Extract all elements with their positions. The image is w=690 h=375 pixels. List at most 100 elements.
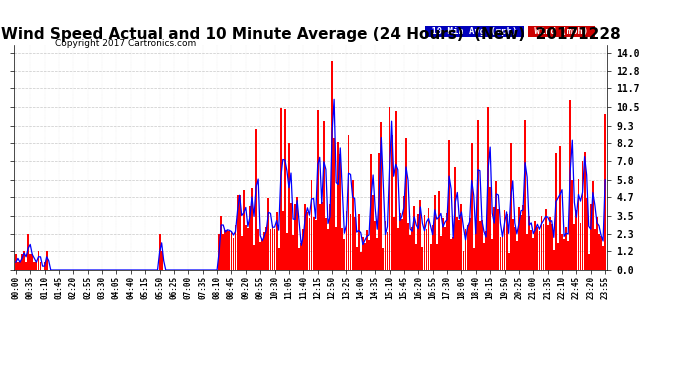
Bar xyxy=(462,251,464,270)
Bar xyxy=(257,229,259,270)
Bar xyxy=(506,214,508,270)
Bar xyxy=(428,208,429,270)
Bar xyxy=(529,216,530,270)
Bar xyxy=(333,138,335,270)
Bar xyxy=(567,241,569,270)
Bar xyxy=(565,227,567,270)
Bar xyxy=(346,211,347,270)
Bar xyxy=(430,244,431,270)
Bar xyxy=(399,213,401,270)
Bar xyxy=(374,220,376,270)
Bar xyxy=(337,142,339,270)
Bar xyxy=(280,108,282,270)
Bar xyxy=(249,206,251,270)
Bar xyxy=(409,235,411,270)
Bar xyxy=(604,114,606,270)
Bar xyxy=(485,231,487,270)
Bar xyxy=(315,220,317,270)
Bar xyxy=(531,230,532,270)
Bar xyxy=(516,240,518,270)
Bar xyxy=(535,221,536,270)
Bar xyxy=(559,146,561,270)
Bar xyxy=(549,217,551,270)
Bar xyxy=(432,225,433,270)
Bar xyxy=(452,237,454,270)
Bar xyxy=(272,225,273,270)
Bar xyxy=(259,242,261,270)
Bar xyxy=(411,227,413,270)
Bar xyxy=(415,244,417,270)
Bar xyxy=(417,214,420,270)
Bar xyxy=(26,262,27,270)
Bar xyxy=(350,214,351,270)
Bar xyxy=(300,243,302,270)
Bar xyxy=(386,232,388,270)
Bar xyxy=(569,100,571,270)
Bar xyxy=(401,219,403,270)
Bar xyxy=(270,229,271,270)
Bar xyxy=(46,251,48,270)
Bar xyxy=(317,110,319,270)
Bar xyxy=(405,138,407,270)
Bar xyxy=(255,129,257,270)
Bar xyxy=(451,238,452,270)
Bar xyxy=(296,197,298,270)
Bar xyxy=(222,234,224,270)
Bar xyxy=(397,228,399,270)
Bar xyxy=(573,224,575,270)
Bar xyxy=(306,212,308,270)
Bar xyxy=(243,190,245,270)
Bar xyxy=(241,236,243,270)
Bar xyxy=(580,223,582,270)
Bar xyxy=(247,228,249,270)
Bar xyxy=(276,213,277,270)
Bar xyxy=(524,120,526,270)
Bar xyxy=(226,230,228,270)
Bar xyxy=(388,107,391,270)
Bar xyxy=(594,229,595,270)
Title: Wind Speed Actual and 10 Minute Average (24 Hours)  (New)  20171228: Wind Speed Actual and 10 Minute Average … xyxy=(1,27,620,42)
Bar xyxy=(520,215,522,270)
Bar xyxy=(43,262,46,270)
Bar xyxy=(33,262,35,270)
Bar xyxy=(448,140,450,270)
Text: 10 Min Avg (mph): 10 Min Avg (mph) xyxy=(426,27,523,36)
Bar xyxy=(526,234,528,270)
Bar xyxy=(31,255,33,270)
Bar xyxy=(473,248,475,270)
Bar xyxy=(544,209,546,270)
Bar xyxy=(319,204,321,270)
Bar xyxy=(393,217,395,270)
Bar xyxy=(436,244,437,270)
Bar xyxy=(37,251,39,270)
Bar xyxy=(592,182,594,270)
Bar xyxy=(264,232,265,270)
Bar xyxy=(440,236,442,270)
Bar xyxy=(469,218,471,270)
Bar xyxy=(262,239,263,270)
Bar xyxy=(475,220,477,270)
Bar xyxy=(464,229,466,270)
Bar xyxy=(239,195,241,270)
Bar xyxy=(362,237,364,270)
Bar xyxy=(310,180,313,270)
Bar xyxy=(508,253,510,270)
Bar xyxy=(218,234,220,270)
Bar xyxy=(561,234,563,270)
Bar xyxy=(251,188,253,270)
Bar xyxy=(422,247,424,270)
Bar xyxy=(35,262,37,270)
Bar xyxy=(571,180,573,270)
Bar xyxy=(253,244,255,270)
Bar xyxy=(366,230,368,270)
Bar xyxy=(600,236,602,270)
Bar xyxy=(376,238,378,270)
Bar xyxy=(557,243,559,270)
Bar xyxy=(325,218,327,270)
Bar xyxy=(372,195,374,270)
Bar xyxy=(500,237,502,270)
Bar xyxy=(282,211,284,270)
Bar xyxy=(17,262,19,270)
Bar xyxy=(454,168,456,270)
Bar xyxy=(23,251,25,270)
